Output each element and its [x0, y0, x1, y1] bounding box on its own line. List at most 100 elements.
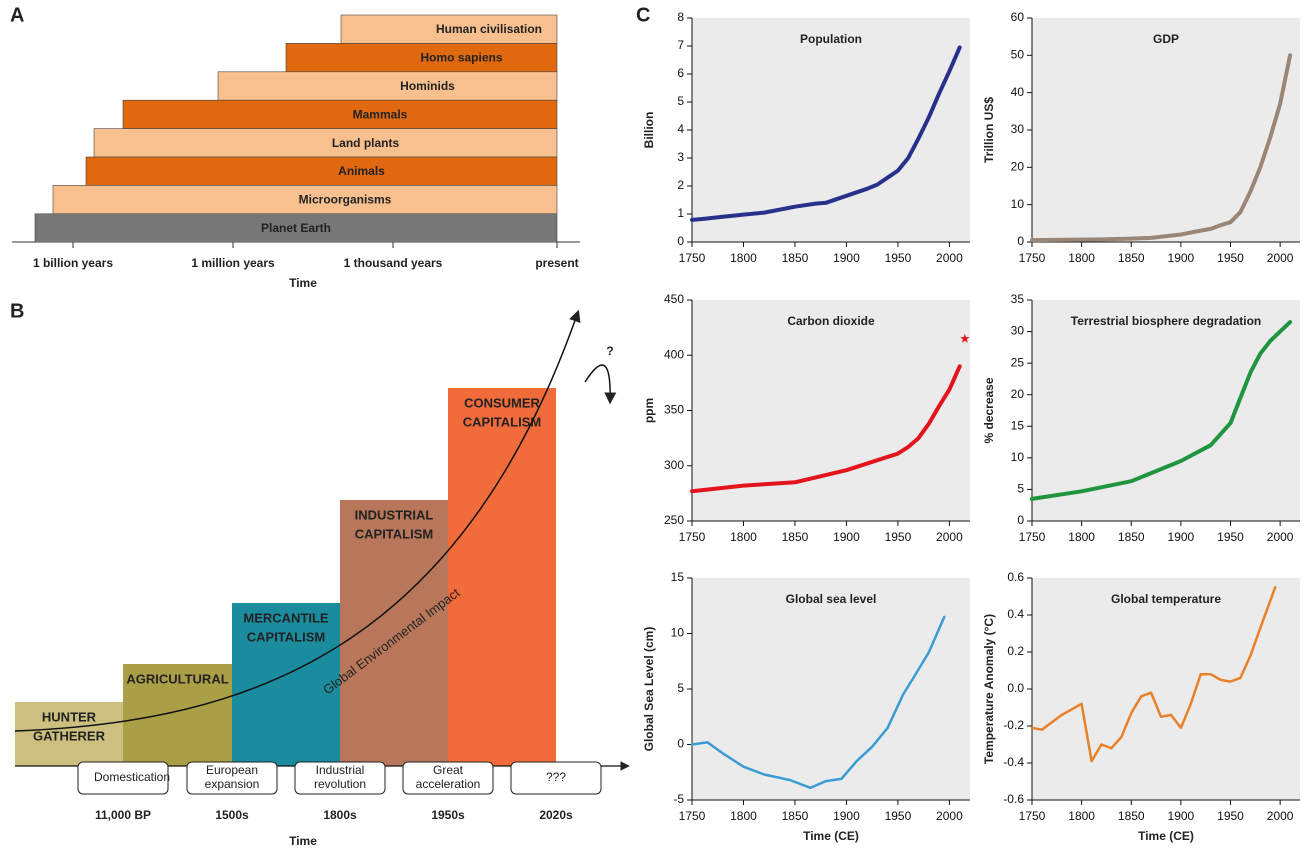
- y-tick-label: 2: [677, 178, 684, 192]
- y-tick-label: 35: [1011, 292, 1025, 306]
- x-tick-label: 1800: [1068, 530, 1095, 544]
- axis-label: 2020s: [539, 808, 573, 822]
- era-label: CONSUMER: [464, 395, 540, 410]
- x-tick-label: 1850: [1118, 251, 1145, 265]
- x-tick-label: 2000: [936, 530, 963, 544]
- x-tick-label: 1950: [1217, 530, 1244, 544]
- transition-label: acceleration: [416, 777, 481, 791]
- timeline-bar: [86, 157, 557, 185]
- x-tick-label: 1850: [1118, 809, 1145, 823]
- y-axis-title: ppm: [642, 398, 656, 423]
- y-tick-label: -5: [673, 792, 684, 806]
- y-tick-label: 25: [1011, 355, 1025, 369]
- x-axis-title: Time (CE): [1138, 829, 1194, 843]
- transition-label: expansion: [205, 777, 260, 791]
- x-tick-label: 1750: [679, 809, 706, 823]
- era-label: GATHERER: [33, 728, 106, 743]
- x-tick-label: 1850: [782, 809, 809, 823]
- panel-label: B: [10, 300, 24, 322]
- y-tick-label: 0.0: [1007, 681, 1024, 695]
- x-tick-label: 1900: [1168, 809, 1195, 823]
- x-tick-label: 2000: [1267, 251, 1294, 265]
- question: ?: [606, 344, 613, 358]
- plot-area: [692, 578, 970, 800]
- y-tick-label: 0.4: [1007, 607, 1024, 621]
- timeline-label: Microorganisms: [299, 193, 392, 207]
- plot-area: [692, 18, 970, 242]
- timeline-label: Land plants: [332, 136, 400, 150]
- y-tick-label: 15: [1011, 418, 1025, 432]
- y-tick-label: 60: [1011, 10, 1025, 24]
- x-tick-label: 2000: [1267, 530, 1294, 544]
- x-tick-label: 1850: [1118, 530, 1145, 544]
- y-tick-label: 0: [677, 737, 684, 751]
- figure: A B C Time HUNTERGATHERERAGRICULTURALMER…: [0, 0, 1314, 851]
- timeline-label: Planet Earth: [261, 221, 331, 235]
- x-tick-label: 1950: [885, 809, 912, 823]
- y-tick-label: 1: [677, 206, 684, 220]
- y-tick-label: 10: [671, 626, 685, 640]
- panel-label: C: [636, 4, 650, 26]
- x-tick-label: 1750: [679, 530, 706, 544]
- transition-label: Industrial: [316, 763, 365, 777]
- chart-title: GDP: [1153, 32, 1179, 46]
- chart-title: Population: [800, 32, 862, 46]
- panel-label: A: [10, 4, 24, 26]
- y-tick-label: 7: [677, 38, 684, 52]
- chart-title: Global sea level: [786, 592, 877, 606]
- x-tick-label: 1900: [833, 530, 860, 544]
- x-tick-label: 2000: [936, 809, 963, 823]
- axis-title: Time: [289, 834, 317, 848]
- y-tick-label: 5: [677, 681, 684, 695]
- x-tick-label: 1900: [1168, 251, 1195, 265]
- axis-label: 1500s: [215, 808, 249, 822]
- axis-label: 1 thousand years: [344, 256, 443, 270]
- x-tick-label: 1800: [1068, 251, 1095, 265]
- y-axis-title: Billion: [642, 112, 656, 149]
- transition-label: ???: [546, 770, 566, 784]
- y-tick-label: 50: [1011, 48, 1025, 62]
- timeline-label: Hominids: [400, 79, 455, 93]
- timeline-bar: [123, 100, 557, 128]
- y-tick-label: 4: [677, 122, 684, 136]
- x-tick-label: 1850: [782, 251, 809, 265]
- y-tick-label: 6: [677, 66, 684, 80]
- era-block: [448, 388, 556, 766]
- y-tick-label: 10: [1011, 450, 1025, 464]
- chart-title: Carbon dioxide: [787, 314, 875, 328]
- y-tick-label: 0.6: [1007, 570, 1024, 584]
- y-tick-label: 10: [1011, 197, 1025, 211]
- transition-label: European: [206, 763, 258, 777]
- y-tick-label: 20: [1011, 387, 1025, 401]
- y-axis-title: % decrease: [982, 377, 996, 443]
- x-tick-label: 1750: [1019, 251, 1046, 265]
- timeline-label: Animals: [338, 164, 385, 178]
- y-tick-label: 0: [677, 234, 684, 248]
- x-tick-label: 1750: [1019, 530, 1046, 544]
- timeline-bar: [218, 72, 557, 100]
- x-tick-label: 1850: [782, 530, 809, 544]
- y-tick-label: 300: [664, 458, 684, 472]
- y-tick-label: 350: [664, 403, 684, 417]
- x-tick-label: 2000: [936, 251, 963, 265]
- y-tick-label: -0.2: [1003, 718, 1024, 732]
- x-tick-label: 1950: [1217, 809, 1244, 823]
- x-tick-label: 1750: [679, 251, 706, 265]
- axis-label: 1 billion years: [33, 256, 113, 270]
- x-tick-label: 1800: [730, 251, 757, 265]
- y-tick-label: 8: [677, 10, 684, 24]
- y-tick-label: 15: [671, 570, 685, 584]
- axis-title: Time: [289, 276, 317, 290]
- y-axis-title: Temperature Anomaly (°C): [982, 614, 996, 764]
- timeline-label: Homo sapiens: [420, 51, 502, 65]
- x-tick-label: 1950: [885, 251, 912, 265]
- y-axis-title: Trillion US$: [982, 97, 996, 163]
- axis-label: 11,000 BP: [95, 808, 151, 822]
- y-tick-label: -0.6: [1003, 792, 1024, 806]
- x-tick-label: 1750: [1019, 809, 1046, 823]
- y-tick-label: 30: [1011, 324, 1025, 338]
- y-tick-label: 250: [664, 513, 684, 527]
- x-tick-label: 1900: [833, 809, 860, 823]
- y-tick-label: 20: [1011, 160, 1025, 174]
- x-tick-label: 1900: [833, 251, 860, 265]
